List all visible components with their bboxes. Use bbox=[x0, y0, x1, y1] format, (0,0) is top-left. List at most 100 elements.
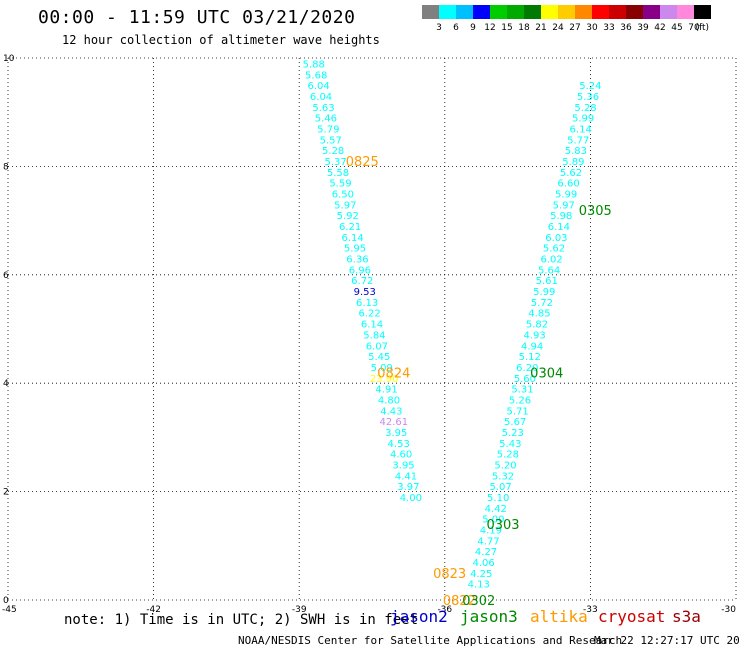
wave-height-value: 6.72 bbox=[351, 276, 373, 287]
wave-height-value: 5.82 bbox=[526, 320, 548, 331]
legend-swatch bbox=[643, 5, 660, 19]
legend-swatch bbox=[507, 5, 524, 19]
wave-height-value: 5.84 bbox=[363, 330, 385, 341]
footer-note: note: 1) Time is in UTC; 2) SWH is in fe… bbox=[64, 612, 419, 628]
legend-swatch bbox=[626, 5, 643, 19]
y-tick-label: 4 bbox=[3, 379, 9, 389]
wave-height-value: 6.21 bbox=[339, 222, 361, 233]
wave-height-value: 5.32 bbox=[492, 471, 514, 482]
chart-title: 00:00 - 11:59 UTC 03/21/2020 bbox=[38, 7, 356, 28]
legend-swatch bbox=[473, 5, 490, 19]
legend-swatch bbox=[660, 5, 677, 19]
wave-height-value: 5.12 bbox=[519, 352, 541, 363]
legend-unit: (ft) bbox=[695, 23, 709, 33]
wave-height-value: 6.07 bbox=[366, 341, 388, 352]
legend-label: 42 bbox=[654, 23, 665, 33]
wave-height-value: 6.02 bbox=[540, 255, 562, 266]
wave-height-value: 6.14 bbox=[361, 320, 383, 331]
wave-height-value: 5.97 bbox=[553, 200, 575, 211]
legend-label: 12 bbox=[484, 23, 495, 33]
legend-swatch bbox=[439, 5, 456, 19]
wave-height-value: 5.71 bbox=[506, 406, 528, 417]
wave-height-value: 5.07 bbox=[489, 482, 511, 493]
legend-label: 3 bbox=[436, 23, 442, 33]
legend-swatch bbox=[677, 5, 694, 19]
wave-height-value: 4.80 bbox=[378, 395, 400, 406]
grid-lines bbox=[7, 57, 737, 601]
wave-height-value: 5.64 bbox=[538, 265, 560, 276]
legend-label: 9 bbox=[470, 23, 476, 33]
wave-height-value: 6.04 bbox=[310, 92, 332, 103]
wave-height-value: 5.83 bbox=[565, 146, 587, 157]
legend-label: 33 bbox=[603, 23, 614, 33]
pass-time-label: 0304 bbox=[530, 366, 563, 381]
wave-height-value: 23.90 bbox=[370, 374, 399, 385]
wave-height-value: 6.13 bbox=[356, 298, 378, 309]
pass-time-label: 0825 bbox=[346, 155, 379, 170]
x-tick-label: -33 bbox=[583, 605, 598, 615]
chart-subtitle: 12 hour collection of altimeter wave hei… bbox=[62, 33, 380, 47]
x-tick-label: -36 bbox=[437, 605, 452, 615]
legend-label: 15 bbox=[501, 23, 512, 33]
data-points: 5.885.686.046.045.635.465.795.575.285.37… bbox=[303, 59, 602, 590]
pass-time-label: 0823 bbox=[433, 567, 466, 582]
wave-height-value: 5.88 bbox=[303, 59, 325, 70]
legend-label: 21 bbox=[535, 23, 546, 33]
wave-height-value: 5.28 bbox=[497, 450, 519, 461]
wave-height-value: 6.03 bbox=[545, 233, 567, 244]
legend-swatch bbox=[456, 5, 473, 19]
y-tick-label: 10 bbox=[3, 54, 15, 64]
wave-height-value: 4.13 bbox=[468, 580, 490, 591]
color-legend: 3 6 9 12 15 18 21 24 27 30 33 36 39 42 45 70(ft) bbox=[422, 5, 711, 33]
legend-label: 18 bbox=[518, 23, 530, 33]
wave-height-value: 6.96 bbox=[349, 265, 371, 276]
wave-height-value: 6.04 bbox=[307, 81, 329, 92]
wave-height-value: 5.79 bbox=[317, 124, 339, 135]
legend-label: 24 bbox=[552, 23, 564, 33]
wave-height-value: 6.50 bbox=[332, 190, 354, 201]
wave-height-value: 5.61 bbox=[536, 276, 558, 287]
wave-height-value: 6.36 bbox=[346, 255, 368, 266]
legend-swatch bbox=[592, 5, 609, 19]
pass-time-label: 0822 bbox=[443, 594, 476, 609]
wave-height-value: 5.23 bbox=[502, 428, 524, 439]
x-tick-label: -30 bbox=[721, 605, 736, 615]
legend-swatch bbox=[694, 5, 711, 19]
legend-swatch bbox=[558, 5, 575, 19]
axis-ticks: -45 -42 -39 -36 -33 -30 0 2 4 6 8 10 bbox=[2, 54, 736, 615]
wave-height-value: 4.25 bbox=[470, 569, 492, 580]
wave-height-value: 3.95 bbox=[385, 428, 407, 439]
legend-swatch bbox=[575, 5, 592, 19]
wave-height-value: 5.10 bbox=[487, 493, 509, 504]
wave-height-value: 4.43 bbox=[380, 406, 402, 417]
wave-height-value: 3.95 bbox=[392, 461, 414, 472]
legend-swatch bbox=[490, 5, 507, 19]
wave-height-value: 5.59 bbox=[329, 179, 351, 190]
y-tick-label: 2 bbox=[3, 488, 9, 498]
wave-height-value: 9.53 bbox=[354, 287, 376, 298]
timestamp-text: Mar 22 12:27:17 UTC 2020 bbox=[594, 634, 740, 647]
wave-height-value: 5.57 bbox=[320, 135, 342, 146]
satellite-cryosat: cryosat bbox=[598, 607, 666, 626]
wave-height-value: 5.00 bbox=[482, 515, 504, 526]
wave-height-value: 5.99 bbox=[555, 190, 577, 201]
wave-height-value: 5.09 bbox=[371, 363, 393, 374]
legend-label: 70 bbox=[688, 23, 700, 33]
wave-height-value: 5.28 bbox=[574, 103, 596, 114]
wave-height-value: 5.36 bbox=[577, 92, 599, 103]
satellite-jason3: jason3 bbox=[460, 607, 518, 626]
wave-height-value: 5.46 bbox=[315, 114, 337, 125]
wave-height-value: 5.99 bbox=[533, 287, 555, 298]
wave-height-value: 5.45 bbox=[368, 352, 390, 363]
wave-height-value: 5.60 bbox=[514, 374, 536, 385]
y-tick-label: 0 bbox=[3, 596, 9, 606]
wave-height-value: 4.42 bbox=[485, 504, 507, 515]
wave-height-value: 5.97 bbox=[334, 200, 356, 211]
pass-time-label: 0305 bbox=[579, 204, 612, 219]
pass-time-label: 0302 bbox=[462, 594, 495, 609]
legend-swatch bbox=[422, 5, 439, 19]
wave-height-value: 4.85 bbox=[528, 309, 550, 320]
x-tick-label: -42 bbox=[146, 605, 161, 615]
